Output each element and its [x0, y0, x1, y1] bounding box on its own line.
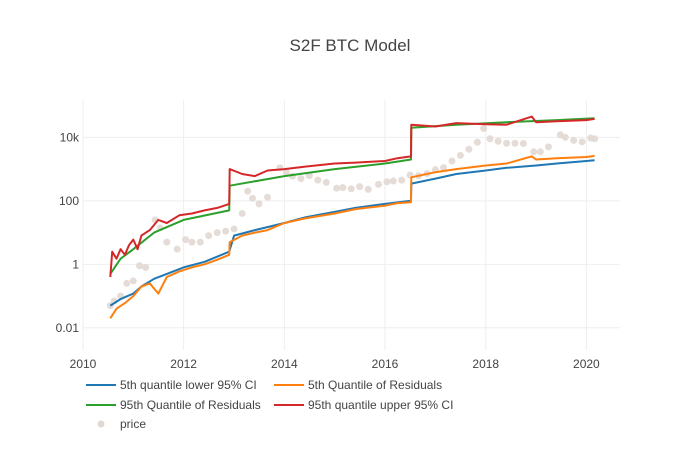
legend-label: 95th Quantile of Residuals	[120, 398, 261, 412]
price-point	[503, 139, 511, 147]
legend-label: price	[120, 417, 146, 431]
price-point	[591, 135, 599, 143]
price-point	[244, 187, 252, 195]
price-point	[389, 177, 397, 185]
price-point	[561, 133, 569, 141]
price-point	[486, 135, 494, 143]
x-tick-label: 2016	[372, 357, 399, 371]
price-point	[578, 138, 586, 146]
price-point	[322, 178, 330, 186]
x-tick-label: 2014	[271, 357, 298, 371]
price-point	[255, 200, 263, 208]
price-point	[129, 277, 137, 285]
price-point	[249, 194, 257, 202]
price-point	[570, 136, 578, 144]
price-point	[448, 157, 456, 165]
price-point	[530, 148, 538, 156]
legend-item: 95th quantile upper 95% CI	[274, 398, 453, 412]
price-point	[222, 227, 230, 235]
x-tick-label: 2010	[70, 357, 97, 371]
price-point	[440, 164, 448, 172]
price-point	[173, 245, 181, 253]
price-point	[213, 229, 221, 237]
price-point	[494, 137, 502, 145]
chart-title: S2F BTC Model	[290, 36, 411, 55]
x-tick-label: 2020	[573, 357, 600, 371]
price-point	[480, 124, 488, 132]
price-point	[230, 225, 238, 233]
price-point	[297, 175, 305, 183]
price-point	[398, 176, 406, 184]
price-point	[182, 236, 190, 244]
legend-label: 5th Quantile of Residuals	[308, 378, 442, 392]
x-tick-label: 2012	[170, 357, 197, 371]
price-point	[347, 185, 355, 193]
legend-item: 5th quantile lower 95% CI	[86, 378, 257, 392]
price-point	[238, 209, 246, 217]
price-point	[465, 145, 473, 153]
y-tick-label: 10k	[60, 130, 80, 144]
series-line-95th-quantile-upper-95-ci	[109, 115, 595, 278]
legend-label: 5th quantile lower 95% CI	[120, 378, 257, 392]
y-tick-label: 1	[72, 257, 79, 271]
price-point	[123, 279, 131, 287]
y-tick-label: 100	[59, 194, 79, 208]
price-point	[456, 151, 464, 159]
price-point	[305, 172, 313, 180]
price-point	[511, 139, 519, 147]
legend-item: price	[97, 417, 146, 431]
price-point	[264, 193, 272, 201]
price-point	[196, 238, 204, 246]
price-point	[536, 148, 544, 156]
legend-label: 95th quantile upper 95% CI	[308, 398, 453, 412]
legend-item: 95th Quantile of Residuals	[86, 398, 261, 412]
price-point	[314, 176, 322, 184]
series-line-5th-quantile-of-residuals	[109, 154, 595, 319]
legend: 5th quantile lower 95% CI 5th Quantile of…	[86, 378, 453, 431]
price-point	[333, 184, 341, 192]
price-point	[188, 238, 196, 246]
legend-marker	[97, 420, 105, 428]
series-line-5th-quantile-lower-95-ci	[109, 159, 595, 307]
y-tick-label: 0.01	[56, 321, 80, 335]
price-point	[163, 238, 171, 246]
price-point	[142, 263, 150, 271]
price-point	[364, 185, 372, 193]
price-point	[375, 180, 383, 188]
price-point	[383, 178, 391, 186]
grid	[82, 100, 620, 350]
price-point	[339, 184, 347, 192]
price-point	[544, 143, 552, 151]
series-layer	[106, 115, 599, 319]
x-tick-label: 2018	[472, 357, 499, 371]
series-price	[106, 124, 599, 310]
price-point	[282, 168, 290, 176]
legend-item: 5th Quantile of Residuals	[274, 378, 442, 392]
price-point	[136, 262, 144, 270]
price-point	[356, 183, 364, 191]
price-point	[473, 138, 481, 146]
price-point	[205, 232, 213, 240]
price-point	[519, 139, 527, 147]
axes: 0.01 1 100 10k 2010 2012 2014 2016 2018 2020	[56, 130, 600, 371]
